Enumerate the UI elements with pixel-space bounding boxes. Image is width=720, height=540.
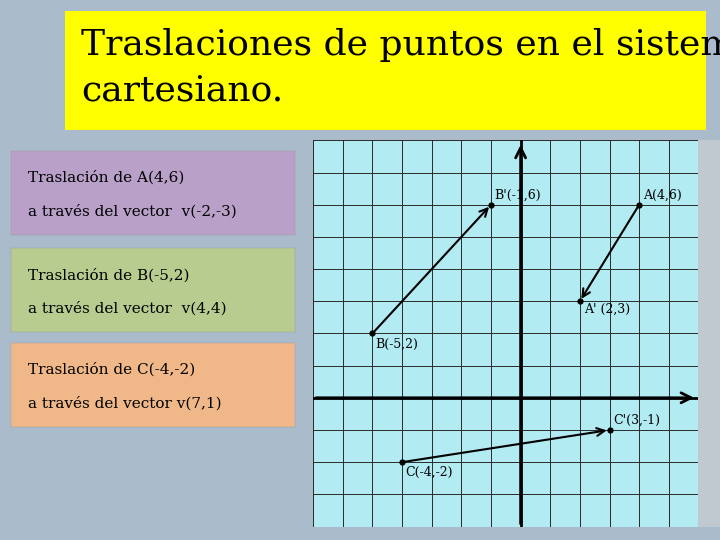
Text: Traslaciones de puntos en el sistema
cartesiano.: Traslaciones de puntos en el sistema car… [81,29,720,107]
Text: Traslación de B(-5,2): Traslación de B(-5,2) [28,268,189,282]
Text: a través del vector v(7,1): a través del vector v(7,1) [28,396,222,410]
Text: C'(3,-1): C'(3,-1) [613,414,660,427]
Text: B'(-1,6): B'(-1,6) [495,188,541,201]
Text: C(-4,-2): C(-4,-2) [405,466,453,479]
Text: A' (2,3): A' (2,3) [585,303,631,316]
Text: a través del vector  v(-2,-3): a través del vector v(-2,-3) [28,204,237,219]
Text: B(-5,2): B(-5,2) [375,338,418,350]
Text: Traslación de A(4,6): Traslación de A(4,6) [28,171,184,185]
Text: A(4,6): A(4,6) [643,188,681,201]
Text: Traslación de C(-4,-2): Traslación de C(-4,-2) [28,362,195,377]
Text: a través del vector  v(4,4): a través del vector v(4,4) [28,301,227,316]
